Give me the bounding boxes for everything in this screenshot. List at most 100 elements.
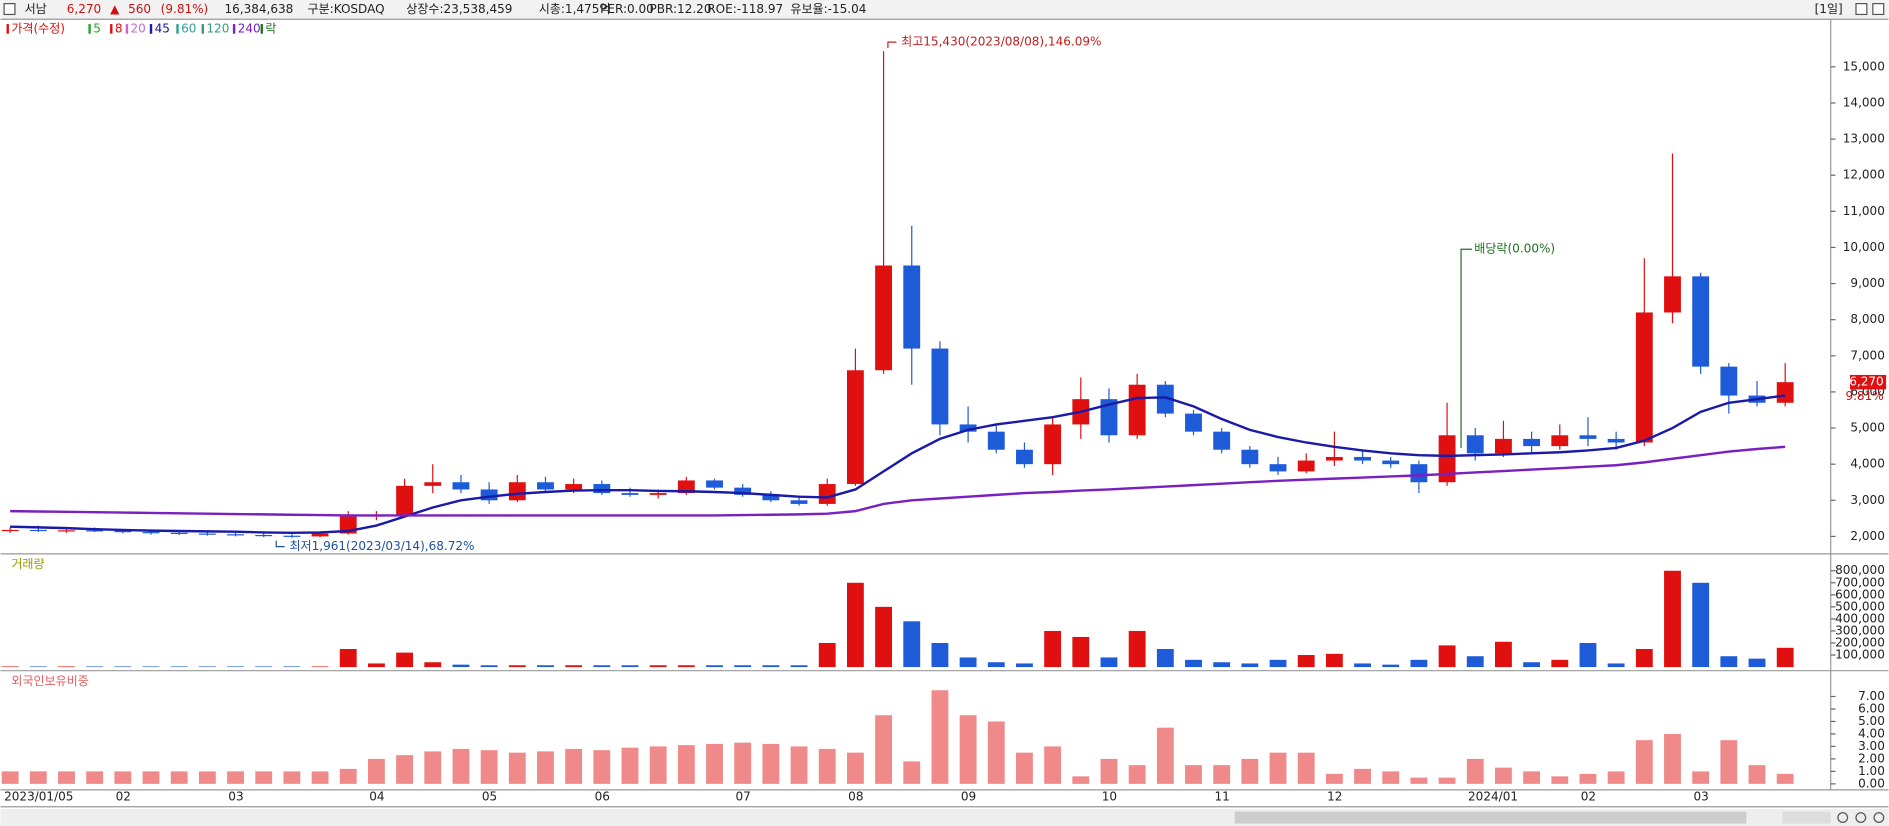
candle-body bbox=[1776, 382, 1794, 403]
y-tick-label: 9,000 bbox=[1850, 276, 1884, 290]
stock-name: 서남 bbox=[25, 2, 47, 16]
ownership-bar bbox=[1213, 765, 1231, 784]
ownership-bar bbox=[1748, 765, 1766, 784]
dividend-annotation: 배당락(0.00%) bbox=[1474, 242, 1555, 256]
volume-bar bbox=[1692, 582, 1710, 668]
candle-body bbox=[1128, 384, 1146, 436]
arrow: ▲ bbox=[110, 2, 120, 16]
volume-bar bbox=[283, 666, 301, 668]
period[interactable]: [1일] bbox=[1815, 2, 1843, 16]
volume-bar bbox=[508, 665, 526, 668]
candle-body bbox=[959, 424, 977, 432]
candle-body bbox=[734, 487, 752, 495]
volume-bar bbox=[903, 621, 921, 668]
maximize-button[interactable] bbox=[1855, 3, 1868, 16]
volume-bar bbox=[762, 665, 780, 668]
candle-body bbox=[1156, 384, 1174, 414]
legend-label: 8 bbox=[115, 21, 123, 35]
close-button[interactable] bbox=[1872, 3, 1885, 16]
ownership-bar bbox=[1016, 752, 1033, 784]
x-tick-label: 03 bbox=[228, 790, 243, 804]
y-tick-label: 12,000 bbox=[1843, 168, 1885, 182]
volume-bar bbox=[339, 649, 357, 668]
y-tick-label: 14,000 bbox=[1843, 95, 1885, 109]
ownership-bar bbox=[1325, 773, 1343, 784]
scroll-thumb[interactable] bbox=[1234, 811, 1747, 824]
checkbox[interactable] bbox=[3, 3, 16, 16]
dividend-line bbox=[1460, 248, 1472, 448]
legend-swatch bbox=[125, 24, 129, 34]
y-tick-label: 13,000 bbox=[1843, 132, 1885, 146]
x-tick-label: 2023/01/05 bbox=[4, 790, 73, 804]
y-tick-label: 6.00 bbox=[1858, 701, 1885, 715]
ownership-bar bbox=[565, 748, 583, 784]
candle-body bbox=[1044, 424, 1062, 465]
candle-body bbox=[1016, 449, 1033, 465]
candle-body bbox=[1410, 464, 1428, 483]
candle-body bbox=[1692, 276, 1710, 367]
market-cap: 시총:1,475억 bbox=[539, 2, 611, 16]
zoom-icon[interactable] bbox=[1855, 812, 1867, 823]
volume-bar bbox=[1607, 663, 1625, 668]
volume-bar bbox=[1382, 664, 1400, 668]
ownership-bar bbox=[508, 752, 526, 784]
ownership-bar bbox=[142, 771, 160, 784]
ownership-bar bbox=[198, 771, 216, 784]
ownership-bar bbox=[987, 721, 1005, 784]
candle-body bbox=[1579, 435, 1597, 439]
ownership-bar bbox=[931, 690, 949, 784]
ownership-bar bbox=[255, 771, 273, 784]
ownership-bar bbox=[1776, 773, 1794, 784]
ownership-bar bbox=[1044, 746, 1062, 784]
ownership-bar bbox=[170, 771, 188, 784]
zoom-icon[interactable] bbox=[1837, 812, 1849, 823]
x-tick-label: 08 bbox=[848, 790, 863, 804]
zoom-slider[interactable] bbox=[1782, 811, 1831, 824]
candle-body bbox=[565, 484, 583, 490]
ownership-bar bbox=[1438, 777, 1456, 784]
ownership-bar bbox=[227, 771, 244, 784]
volume-bar bbox=[58, 666, 75, 668]
x-tick-label: 06 bbox=[595, 790, 610, 804]
candle-body bbox=[1551, 435, 1569, 447]
candle-body bbox=[283, 535, 301, 537]
volume-bar bbox=[367, 663, 385, 668]
volume-bar bbox=[1156, 649, 1174, 668]
candle-body bbox=[649, 493, 667, 495]
volume-bar bbox=[1495, 641, 1512, 668]
candle-body bbox=[1213, 431, 1231, 450]
candle-body bbox=[846, 370, 864, 485]
ownership-bar bbox=[396, 755, 414, 784]
volume-bar bbox=[1297, 655, 1315, 668]
moving-average bbox=[10, 394, 1786, 535]
candle-body bbox=[931, 348, 949, 425]
volume-bar bbox=[537, 665, 554, 668]
candle-body bbox=[1635, 312, 1653, 443]
ownership-bar bbox=[959, 715, 977, 784]
y-tick-label: 8,000 bbox=[1850, 312, 1884, 326]
y-tick-label: 300,000 bbox=[1835, 623, 1885, 637]
x-tick-label: 02 bbox=[1581, 790, 1596, 804]
ownership-bar bbox=[1241, 758, 1259, 784]
volume-bar bbox=[1241, 663, 1259, 668]
volume-bar bbox=[1354, 663, 1371, 668]
ownership-bar bbox=[762, 743, 780, 784]
y-tick-label: 700,000 bbox=[1835, 575, 1885, 589]
ownership-bar bbox=[1354, 768, 1371, 784]
zoom-icon[interactable] bbox=[1873, 812, 1885, 823]
legend-swatch bbox=[88, 24, 91, 34]
candle-body bbox=[1438, 435, 1456, 483]
x-tick-label: 2024/01 bbox=[1468, 790, 1518, 804]
candle-body bbox=[762, 494, 780, 501]
ownership-bar bbox=[677, 745, 695, 784]
volume-bar bbox=[677, 665, 695, 668]
y-tick-label: 10,000 bbox=[1843, 240, 1885, 254]
volume-bar bbox=[1016, 663, 1033, 668]
candle-body bbox=[198, 533, 216, 535]
volume-bar bbox=[1410, 659, 1428, 668]
ownership-bar bbox=[903, 761, 921, 784]
candle-body bbox=[86, 530, 104, 532]
x-tick-label: 07 bbox=[735, 790, 750, 804]
x-tick-label: 11 bbox=[1214, 790, 1229, 804]
price-tag: 6,270 bbox=[1849, 375, 1883, 389]
